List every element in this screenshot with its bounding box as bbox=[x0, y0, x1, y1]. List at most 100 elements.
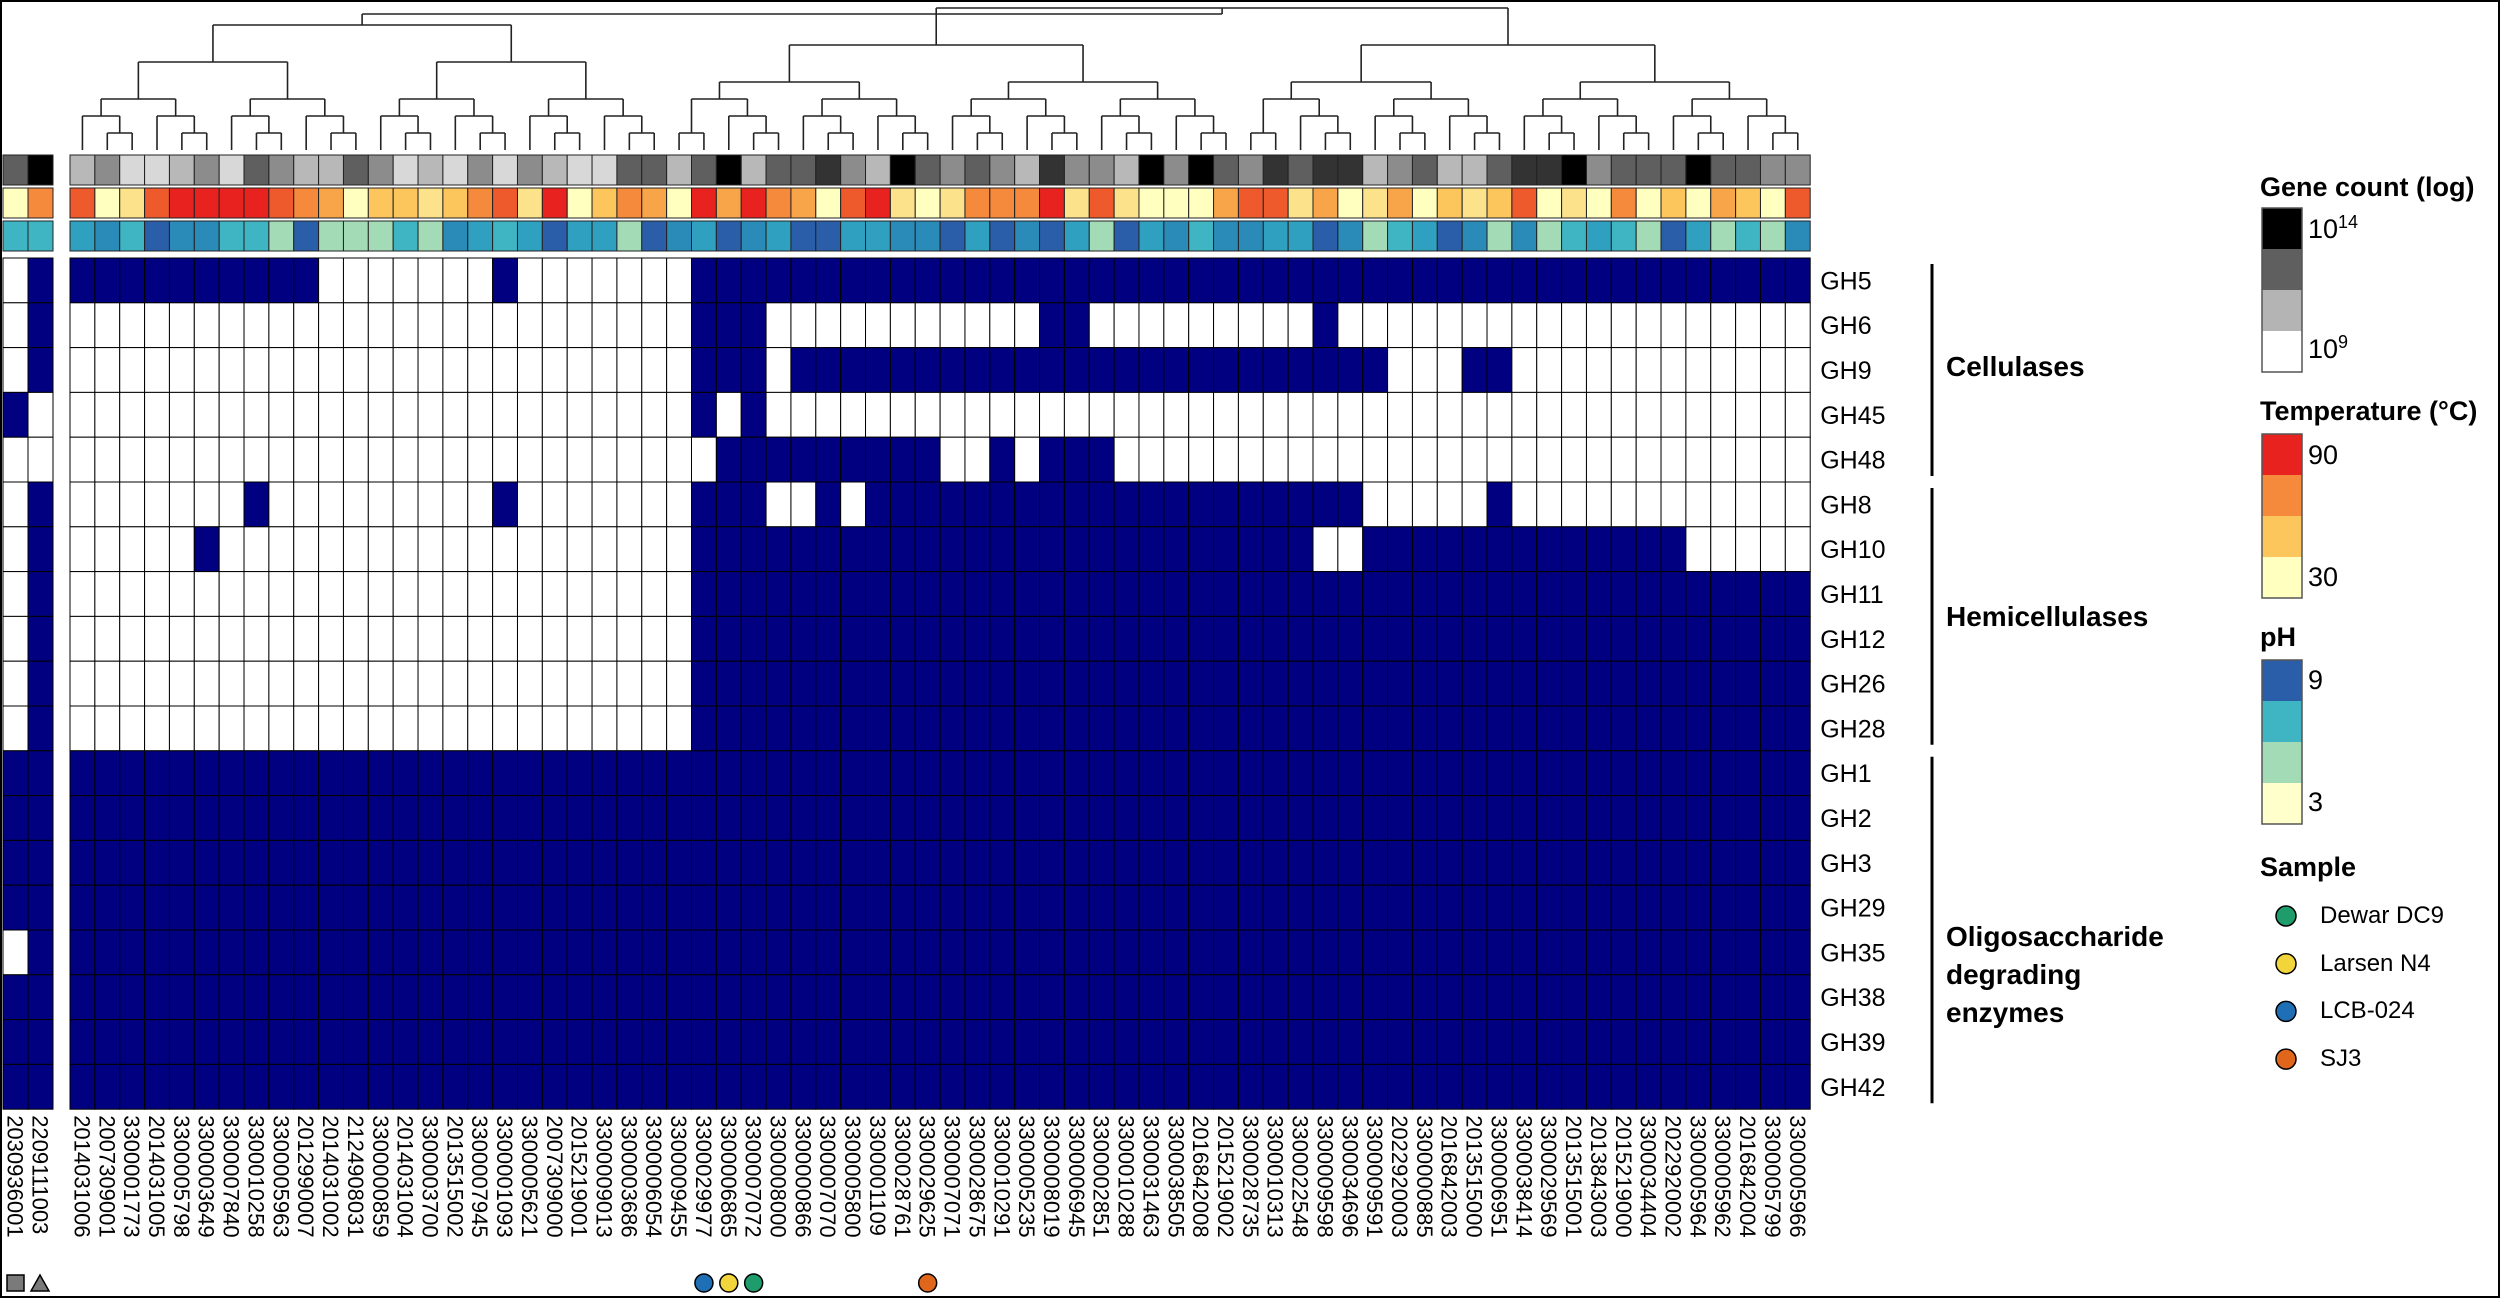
heatmap-cell bbox=[1088, 1019, 1115, 1065]
heatmap-cell bbox=[691, 302, 717, 349]
gene-count-cell bbox=[1735, 154, 1761, 186]
ph-cell bbox=[1188, 220, 1215, 252]
heatmap-cell bbox=[1486, 615, 1513, 662]
heatmap-cell bbox=[616, 615, 643, 662]
heatmap-cell bbox=[1735, 347, 1761, 393]
heatmap-cell bbox=[1685, 974, 1712, 1021]
heatmap-cell bbox=[1262, 481, 1289, 528]
heatmap-cell bbox=[1088, 929, 1115, 976]
gene-count-cell bbox=[1014, 154, 1041, 186]
heatmap-cell bbox=[591, 839, 618, 886]
heatmap-cell bbox=[1784, 795, 1811, 841]
heatmap-cell bbox=[168, 839, 195, 886]
column-label: 2016842008 bbox=[1188, 1115, 1213, 1237]
heatmap-cell bbox=[1362, 974, 1389, 1021]
ph-cell bbox=[1635, 220, 1662, 252]
ph-cell bbox=[1486, 220, 1513, 252]
column-label: 3300003700 bbox=[417, 1115, 442, 1237]
heatmap-cell bbox=[1685, 795, 1712, 841]
heatmap-cell bbox=[1759, 302, 1786, 349]
heatmap-cell bbox=[889, 347, 916, 393]
heatmap-cell bbox=[1387, 436, 1413, 483]
temperature-cell bbox=[616, 187, 643, 219]
heatmap-cell bbox=[1237, 571, 1264, 617]
heatmap-cell bbox=[865, 660, 891, 707]
heatmap-cell bbox=[964, 571, 991, 617]
heatmap-cell bbox=[1610, 302, 1637, 349]
heatmap-cell bbox=[740, 1063, 767, 1110]
heatmap-cell bbox=[1138, 436, 1165, 483]
heatmap-cell bbox=[94, 1063, 121, 1110]
heatmap-cell bbox=[1436, 391, 1463, 438]
heatmap-cell bbox=[1237, 481, 1264, 528]
heatmap-cell bbox=[765, 257, 792, 304]
heatmap-cell bbox=[1585, 750, 1612, 797]
gene-count-swatch bbox=[2262, 290, 2302, 331]
temperature-cell bbox=[268, 187, 295, 219]
temperature-cell bbox=[1561, 187, 1587, 219]
heatmap-cell bbox=[1685, 257, 1712, 304]
heatmap-cell bbox=[342, 571, 369, 617]
heatmap-cell bbox=[342, 795, 369, 841]
heatmap-cell bbox=[417, 974, 444, 1021]
heatmap-cell bbox=[1685, 436, 1712, 483]
heatmap-cell bbox=[1188, 436, 1215, 483]
heatmap-cell bbox=[790, 884, 817, 931]
heatmap-cell bbox=[1262, 660, 1289, 707]
heatmap-cell bbox=[367, 257, 394, 304]
heatmap-cell bbox=[442, 571, 469, 617]
heatmap-cell bbox=[1039, 257, 1065, 304]
heatmap-cell bbox=[1014, 526, 1041, 573]
ph-swatch bbox=[2262, 701, 2302, 742]
heatmap-cell bbox=[1188, 1063, 1215, 1110]
heatmap-cell bbox=[342, 526, 369, 573]
column-label: 3300005798 bbox=[169, 1115, 194, 1237]
heatmap-cell bbox=[914, 705, 941, 752]
heatmap-cell bbox=[1312, 929, 1339, 976]
heatmap-cell bbox=[1610, 884, 1637, 931]
column-label: 3300028675 bbox=[964, 1115, 989, 1237]
column-label: 3300034404 bbox=[1636, 1115, 1661, 1237]
heatmap-cell bbox=[541, 929, 568, 976]
heatmap-cell bbox=[1411, 436, 1438, 483]
heatmap-cell bbox=[144, 750, 170, 797]
heatmap-cell bbox=[566, 884, 593, 931]
heatmap-cell bbox=[516, 481, 543, 528]
heatmap-cell bbox=[144, 257, 170, 304]
heatmap-cell bbox=[1685, 705, 1712, 752]
heatmap-cell bbox=[243, 929, 270, 976]
heatmap-cell bbox=[889, 795, 916, 841]
heatmap-cell bbox=[1063, 615, 1090, 662]
heatmap-cell bbox=[1784, 526, 1811, 573]
heatmap-cell bbox=[1511, 1063, 1538, 1110]
column-label: 3300031463 bbox=[1138, 1115, 1163, 1237]
heatmap-cell bbox=[939, 481, 966, 528]
heatmap-cell bbox=[1561, 302, 1587, 349]
heatmap-cell bbox=[1287, 1019, 1314, 1065]
heatmap-cell bbox=[467, 660, 494, 707]
temperature-cell bbox=[1710, 187, 1737, 219]
heatmap-cell bbox=[1710, 705, 1737, 752]
heatmap-cell bbox=[865, 615, 891, 662]
heatmap-cell bbox=[964, 795, 991, 841]
heatmap-cell bbox=[1362, 391, 1389, 438]
heatmap-cell bbox=[989, 302, 1016, 349]
gene-count-cell bbox=[442, 154, 469, 186]
heatmap-cell bbox=[94, 436, 121, 483]
ph-cell bbox=[1610, 220, 1637, 252]
heatmap-cell bbox=[69, 347, 96, 393]
ph-cell bbox=[765, 220, 792, 252]
ph-cell bbox=[1287, 220, 1314, 252]
heatmap-cell bbox=[392, 302, 419, 349]
gene-count-cell bbox=[492, 154, 518, 186]
heatmap-cell bbox=[1063, 436, 1090, 483]
heatmap-cell bbox=[1461, 481, 1488, 528]
ph-cell bbox=[1561, 220, 1587, 252]
heatmap-cell bbox=[740, 481, 767, 528]
heatmap-cell bbox=[1213, 795, 1239, 841]
heatmap-cell bbox=[442, 302, 469, 349]
heatmap-cell bbox=[1759, 257, 1786, 304]
heatmap-cell bbox=[342, 884, 369, 931]
outgroup-cell bbox=[27, 839, 54, 886]
ph-cell bbox=[144, 220, 170, 252]
